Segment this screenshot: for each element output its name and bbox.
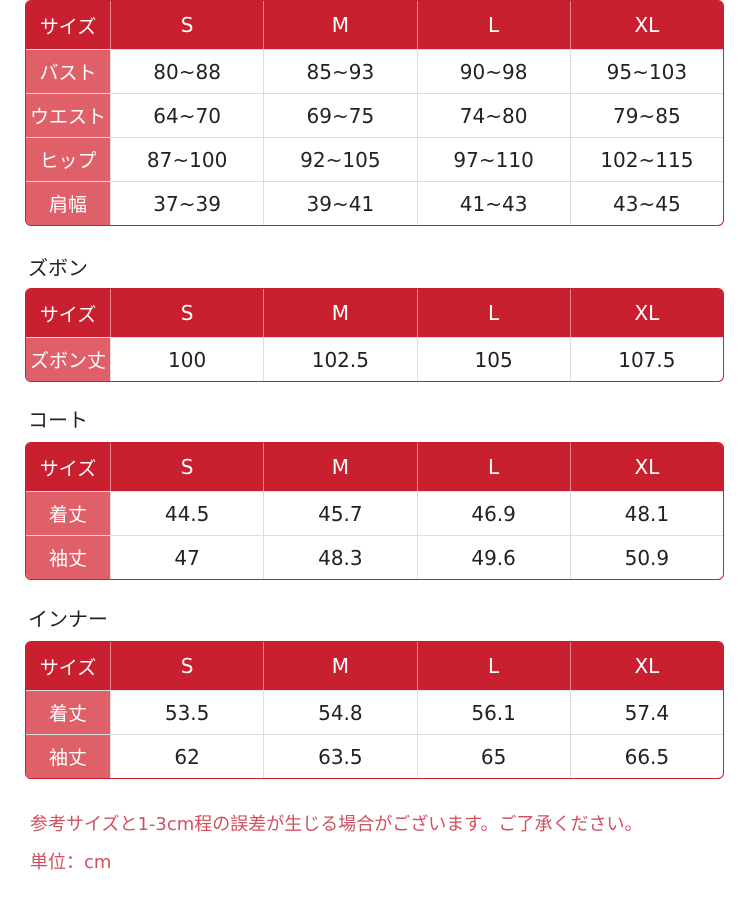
header-size-cell: M <box>263 443 416 491</box>
section-title-pants: ズボン <box>28 256 88 280</box>
row-label-cell: 着丈 <box>26 492 110 535</box>
value-cell: 102~115 <box>569 138 723 181</box>
value-cell: 48.1 <box>569 492 723 535</box>
header-size-cell: XL <box>569 289 723 337</box>
table-row: バスト 80~88 85~93 90~98 95~103 <box>26 49 723 93</box>
value-cell: 105 <box>416 338 570 381</box>
table-row: ヒップ 87~100 92~105 97~110 102~115 <box>26 137 723 181</box>
header-size-cell: XL <box>569 642 723 690</box>
section-title-coat: コート <box>28 408 88 432</box>
value-cell: 41~43 <box>416 182 570 225</box>
value-cell: 57.4 <box>569 691 723 734</box>
value-cell: 39~41 <box>263 182 416 225</box>
header-size-cell: M <box>263 642 416 690</box>
header-size-cell: L <box>416 443 570 491</box>
table-row: ズボン丈 100 102.5 105 107.5 <box>26 337 723 381</box>
value-cell: 92~105 <box>263 138 416 181</box>
header-size-cell: S <box>110 289 263 337</box>
row-label-cell: 袖丈 <box>26 536 110 579</box>
value-cell: 47 <box>110 536 263 579</box>
value-cell: 45.7 <box>263 492 416 535</box>
value-cell: 79~85 <box>569 94 723 137</box>
value-cell: 90~98 <box>416 50 570 93</box>
value-cell: 44.5 <box>110 492 263 535</box>
row-label-cell: 袖丈 <box>26 735 110 778</box>
size-table-inner: サイズ S M L XL 着丈 53.5 54.8 56.1 57.4 袖丈 62 63.5 65 66.5 <box>25 641 724 779</box>
header-label-cell: サイズ <box>26 289 110 337</box>
table-row: 着丈 44.5 45.7 46.9 48.1 <box>26 491 723 535</box>
value-cell: 56.1 <box>416 691 570 734</box>
header-label-cell: サイズ <box>26 443 110 491</box>
value-cell: 37~39 <box>110 182 263 225</box>
row-label-cell: ウエスト <box>26 94 110 137</box>
value-cell: 54.8 <box>263 691 416 734</box>
table-header-row: サイズ S M L XL <box>26 1 723 49</box>
size-table-top: サイズ S M L XL バスト 80~88 85~93 90~98 95~103 ウエスト 64~7… <box>25 0 724 226</box>
size-table-coat: サイズ S M L XL 着丈 44.5 45.7 46.9 48.1 袖丈 47 48.3 49.6 50… <box>25 442 724 580</box>
value-cell: 74~80 <box>416 94 570 137</box>
header-size-cell: S <box>110 1 263 49</box>
header-size-cell: XL <box>569 1 723 49</box>
table-header-row: サイズ S M L XL <box>26 443 723 491</box>
row-label-cell: ズボン丈 <box>26 338 110 381</box>
value-cell: 53.5 <box>110 691 263 734</box>
tolerance-note: 参考サイズと1-3cm程の誤差が生じる場合がございます。ご了承ください。 <box>30 814 643 835</box>
header-size-cell: M <box>263 289 416 337</box>
unit-note: 単位：cm <box>30 852 112 873</box>
row-label-cell: バスト <box>26 50 110 93</box>
row-label-cell: 着丈 <box>26 691 110 734</box>
row-label-cell: ヒップ <box>26 138 110 181</box>
value-cell: 50.9 <box>569 536 723 579</box>
value-cell: 85~93 <box>263 50 416 93</box>
table-row: ウエスト 64~70 69~75 74~80 79~85 <box>26 93 723 137</box>
header-label-cell: サイズ <box>26 1 110 49</box>
value-cell: 66.5 <box>569 735 723 778</box>
table-row: 肩幅 37~39 39~41 41~43 43~45 <box>26 181 723 225</box>
header-label-cell: サイズ <box>26 642 110 690</box>
header-size-cell: XL <box>569 443 723 491</box>
value-cell: 49.6 <box>416 536 570 579</box>
value-cell: 46.9 <box>416 492 570 535</box>
table-header-row: サイズ S M L XL <box>26 289 723 337</box>
value-cell: 80~88 <box>110 50 263 93</box>
header-size-cell: L <box>416 1 570 49</box>
value-cell: 65 <box>416 735 570 778</box>
header-size-cell: S <box>110 443 263 491</box>
value-cell: 48.3 <box>263 536 416 579</box>
value-cell: 62 <box>110 735 263 778</box>
header-size-cell: L <box>416 289 570 337</box>
value-cell: 95~103 <box>569 50 723 93</box>
value-cell: 87~100 <box>110 138 263 181</box>
value-cell: 43~45 <box>569 182 723 225</box>
value-cell: 100 <box>110 338 263 381</box>
value-cell: 63.5 <box>263 735 416 778</box>
value-cell: 102.5 <box>263 338 416 381</box>
table-row: 袖丈 47 48.3 49.6 50.9 <box>26 535 723 579</box>
header-size-cell: L <box>416 642 570 690</box>
header-size-cell: S <box>110 642 263 690</box>
size-table-pants: サイズ S M L XL ズボン丈 100 102.5 105 107.5 <box>25 288 724 382</box>
section-title-inner: インナー <box>28 607 108 631</box>
table-row: 着丈 53.5 54.8 56.1 57.4 <box>26 690 723 734</box>
value-cell: 107.5 <box>569 338 723 381</box>
table-header-row: サイズ S M L XL <box>26 642 723 690</box>
value-cell: 69~75 <box>263 94 416 137</box>
value-cell: 97~110 <box>416 138 570 181</box>
header-size-cell: M <box>263 1 416 49</box>
value-cell: 64~70 <box>110 94 263 137</box>
row-label-cell: 肩幅 <box>26 182 110 225</box>
table-row: 袖丈 62 63.5 65 66.5 <box>26 734 723 778</box>
